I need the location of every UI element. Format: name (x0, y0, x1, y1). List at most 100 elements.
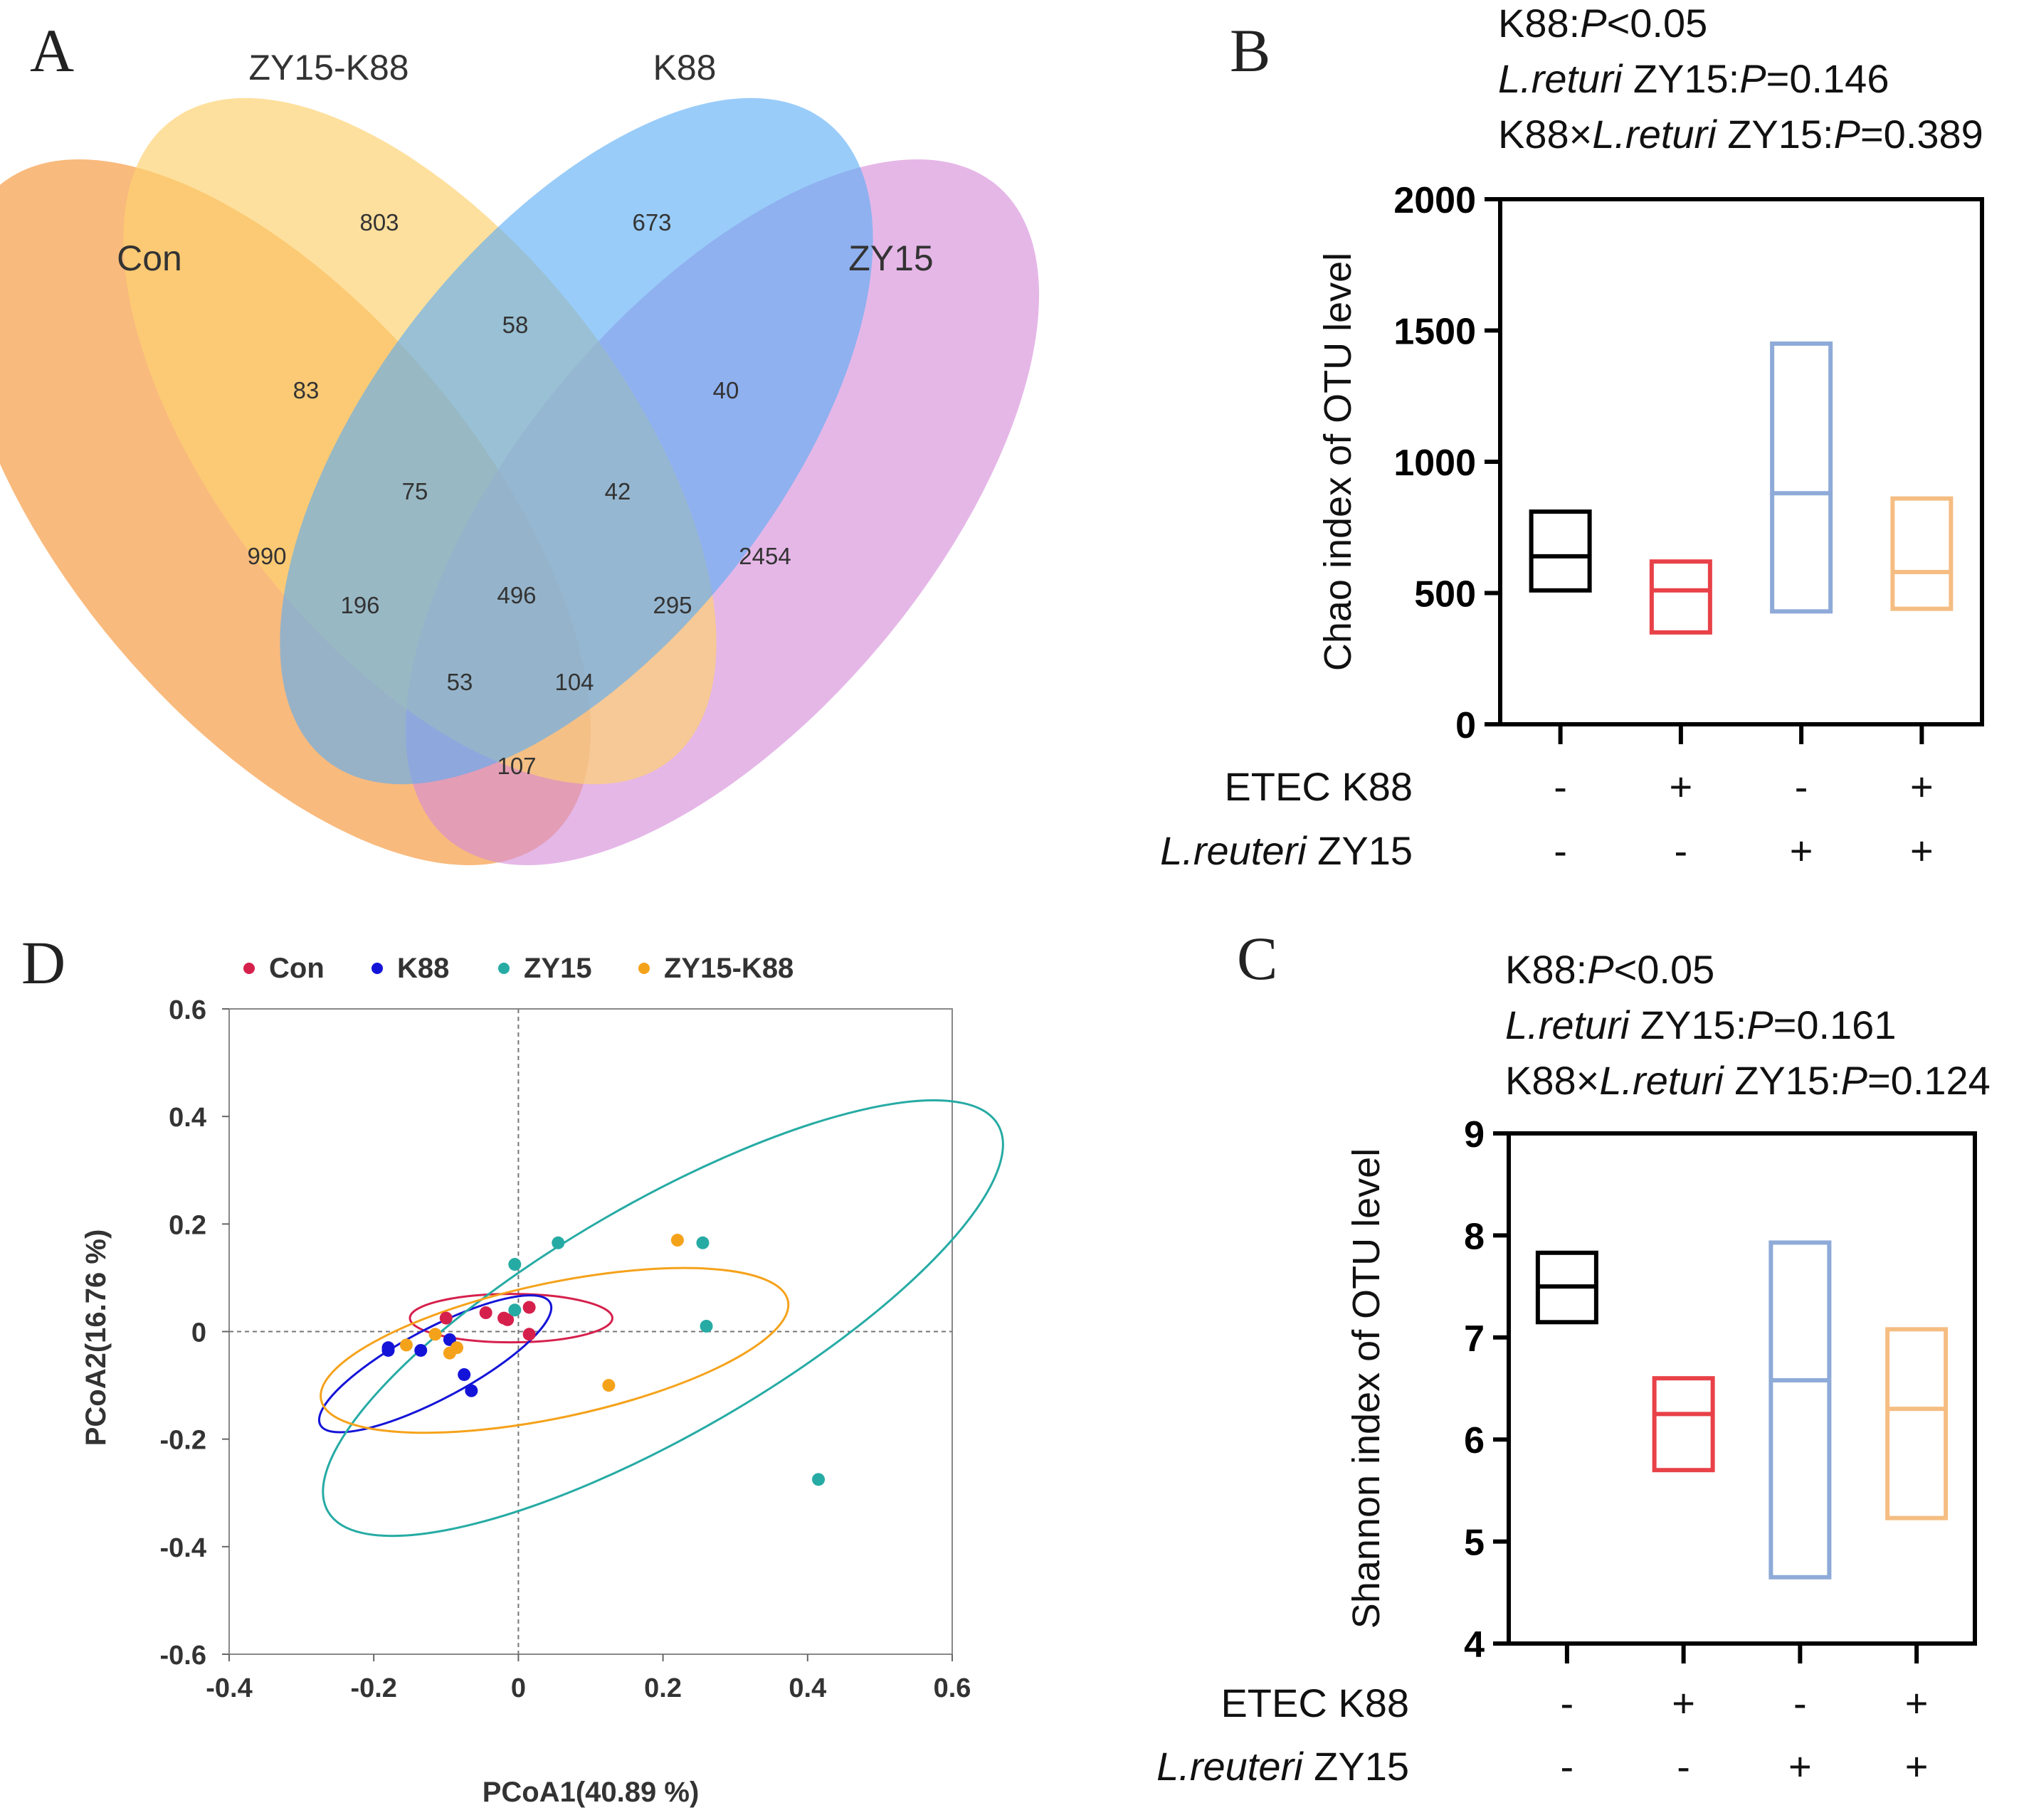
box (1768, 1240, 1832, 1580)
sign-row1: - (1795, 764, 1808, 809)
pcoa-scatter-chart: Con K88 ZY15 ZY15-K880.60.40.20-0.2-0.4-0.6… (80, 953, 1004, 1808)
plot-frame (1507, 1131, 1977, 1646)
box (1649, 559, 1712, 635)
venn-count: 40 (713, 377, 739, 403)
venn-count: 107 (497, 753, 536, 779)
y-tick-label: 4 (1464, 1624, 1485, 1666)
sign-row1: + (1670, 764, 1693, 809)
data-point (522, 1328, 536, 1341)
y-tick-label: 2000 (1393, 180, 1476, 221)
data-point (508, 1303, 522, 1317)
box (1529, 509, 1592, 593)
x-tick-label: 0.2 (644, 1673, 682, 1703)
data-point (522, 1301, 536, 1314)
sign-row2: + (1905, 1744, 1929, 1789)
shannon-box-chart: K88:P<0.05 L.returi ZY15:P=0.161 K88×L.ret… (1156, 947, 1991, 1789)
plot-frame (1498, 197, 1984, 726)
panel-label-c: C (1237, 924, 1277, 993)
box (1890, 496, 1954, 611)
y-tick-label: 6 (1464, 1420, 1485, 1461)
legend-marker (638, 963, 650, 974)
legend-marker (498, 963, 510, 974)
panel-label-a: A (30, 16, 74, 85)
data-point (381, 1343, 395, 1357)
venn-count: 990 (247, 543, 286, 569)
y-tick-label: 0 (191, 1318, 206, 1348)
y-tick-label: 0.4 (169, 1103, 206, 1133)
legend-label: Con (269, 953, 325, 984)
sign-row2: - (1677, 1744, 1690, 1789)
row-label-lreuteri: L.reuteri ZY15 (1160, 828, 1413, 873)
data-point (602, 1379, 616, 1392)
sign-row1: + (1905, 1681, 1929, 1725)
confidence-ellipse (408, 1293, 613, 1344)
panel-label-d: D (21, 928, 65, 997)
y-tick-label: 8 (1464, 1216, 1485, 1257)
box (1652, 1376, 1715, 1473)
data-point (552, 1236, 565, 1249)
y-axis-label: Chao index of OTU level (1317, 253, 1359, 671)
x-tick-label: 0.4 (789, 1673, 826, 1703)
sign-row1: - (1554, 764, 1567, 809)
legend-label: ZY15 (524, 953, 592, 984)
sign-row1: - (1561, 1681, 1574, 1725)
y-tick-label: 0.6 (169, 995, 206, 1025)
sign-row2: - (1554, 828, 1567, 873)
data-point (696, 1236, 710, 1249)
sign-row2: - (1561, 1744, 1574, 1789)
y-tick-label: 0 (1455, 705, 1476, 746)
venn-count: 53 (447, 669, 473, 695)
panel-label-b: B (1230, 16, 1270, 85)
venn-count: 2454 (739, 543, 791, 569)
y-tick-label: 1500 (1393, 312, 1476, 353)
row-label-etec: ETEC K88 (1224, 764, 1413, 809)
row-label-etec: ETEC K88 (1221, 1681, 1409, 1725)
confidence-ellipse (317, 1294, 553, 1434)
venn-set-label-k88: K88 (653, 48, 717, 88)
y-tick-label: 9 (1464, 1114, 1485, 1155)
x-tick-label: 0.6 (934, 1673, 971, 1703)
venn-count: 295 (653, 592, 692, 618)
legend-label: ZY15-K88 (664, 953, 794, 984)
y-tick-label: 1000 (1393, 443, 1476, 484)
data-point (670, 1234, 684, 1247)
venn-count: 496 (497, 582, 536, 608)
venn-count: 196 (340, 592, 379, 618)
venn-count: 104 (554, 669, 594, 695)
y-tick-label: -0.6 (160, 1641, 206, 1671)
x-axis-label: PCoA1(40.89 %) (483, 1777, 700, 1808)
y-axis-label: Shannon index of OTU level (1345, 1148, 1388, 1629)
venn-count: 673 (632, 209, 671, 236)
box (1770, 341, 1833, 614)
data-point (501, 1313, 515, 1326)
confidence-ellipse (322, 1099, 1004, 1538)
venn-count: 83 (293, 377, 320, 403)
box (1885, 1327, 1949, 1520)
stats-line: L.returi ZY15:P=0.146 (1498, 56, 1889, 101)
sign-row2: - (1675, 828, 1688, 873)
y-axis-label: PCoA2(16.76 %) (80, 1229, 112, 1446)
venn-set-label-zy15: ZY15 (848, 238, 934, 278)
x-tick-label: -0.2 (350, 1673, 396, 1703)
venn-count: 803 (359, 209, 399, 236)
data-point (812, 1473, 826, 1486)
x-tick-label: 0 (511, 1673, 526, 1703)
venn-count: 58 (502, 312, 529, 338)
data-point (700, 1319, 713, 1333)
row-label-lreuteri: L.reuteri ZY15 (1156, 1744, 1409, 1789)
sign-row1: + (1910, 764, 1934, 809)
data-point (479, 1306, 492, 1320)
x-tick-label: -0.4 (206, 1673, 252, 1703)
venn-set-label-con: Con (117, 238, 182, 278)
venn-ellipse-k88 (280, 97, 873, 785)
stats-line: K88×L.returi ZY15:P=0.124 (1505, 1058, 1991, 1103)
confidence-ellipse (320, 1266, 790, 1434)
sign-row2: + (1788, 1744, 1812, 1789)
sign-row1: + (1672, 1681, 1695, 1725)
chao-box-chart: K88:P<0.05 L.returi ZY15:P=0.146 K88×L.ret… (1160, 1, 1984, 873)
y-tick-label: -0.4 (160, 1533, 206, 1563)
legend-marker (243, 963, 255, 974)
venn-set-label-zy15-k88: ZY15-K88 (248, 48, 408, 88)
y-tick-label: 0.2 (169, 1210, 206, 1240)
